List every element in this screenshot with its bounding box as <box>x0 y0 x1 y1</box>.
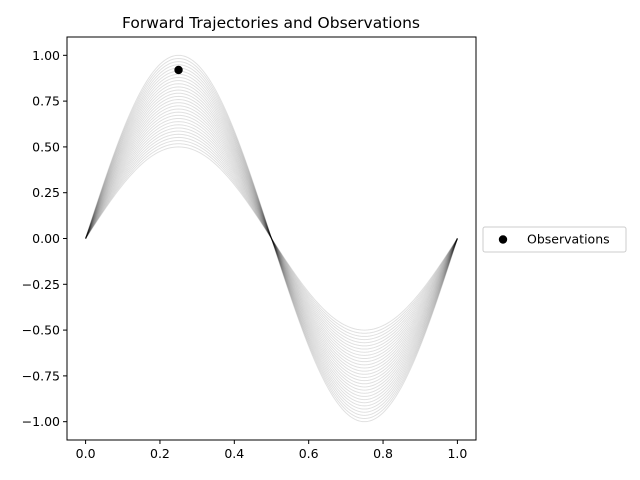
trajectory-line <box>85 99 458 378</box>
x-tick-label: 0.8 <box>373 446 393 461</box>
x-tick-label: 0.0 <box>76 446 96 461</box>
trajectory-line <box>85 111 458 366</box>
trajectory-line <box>85 70 458 407</box>
chart-title: Forward Trajectories and Observations <box>122 14 420 32</box>
y-tick-label: −0.75 <box>22 368 60 383</box>
trajectory-line <box>85 67 458 410</box>
legend-label-observations: Observations <box>527 232 610 247</box>
x-axis: 0.0 0.2 0.4 0.6 0.8 1.0 <box>76 440 467 461</box>
y-tick-label: 0.50 <box>32 139 60 154</box>
trajectory-line <box>85 108 458 369</box>
legend-marker-observations <box>498 235 508 244</box>
y-tick-label: −0.25 <box>22 277 60 292</box>
trajectory-line <box>85 86 458 391</box>
trajectory-line <box>85 114 458 363</box>
observation-points <box>174 65 183 75</box>
trajectory-line <box>85 130 458 347</box>
y-tick-label: 0.00 <box>32 231 60 246</box>
legend: Observations <box>482 226 627 253</box>
y-tick-label: 0.75 <box>32 94 60 109</box>
trajectory-line <box>85 105 458 372</box>
x-tick-label: 0.6 <box>299 446 319 461</box>
x-tick-label: 0.4 <box>224 446 244 461</box>
trajectory-line <box>85 95 458 382</box>
trajectory-line <box>85 136 458 341</box>
trajectory-line <box>85 92 458 385</box>
trajectory-line <box>85 64 458 413</box>
trajectory-line <box>85 89 458 388</box>
trajectory-line <box>85 117 458 360</box>
trajectory-group <box>85 54 458 423</box>
trajectory-line <box>85 76 458 401</box>
trajectory-line <box>85 102 458 375</box>
trajectory-line <box>85 61 458 416</box>
trajectory-line <box>85 83 458 394</box>
trajectory-line <box>85 133 458 344</box>
trajectory-line <box>85 73 458 404</box>
trajectory-line <box>85 140 458 337</box>
legend-box <box>482 226 627 253</box>
trajectory-line <box>85 124 458 353</box>
trajectory-line <box>85 57 458 420</box>
trajectory-line <box>85 80 458 397</box>
trajectory-line <box>85 143 458 334</box>
y-tick-label: 0.25 <box>32 185 60 200</box>
observation-point <box>174 65 183 75</box>
trajectory-line <box>85 54 458 423</box>
y-tick-label: −0.50 <box>22 323 60 338</box>
x-tick-label: 1.0 <box>447 446 467 461</box>
y-tick-label: 1.00 <box>32 48 60 63</box>
trajectory-line <box>85 121 458 356</box>
trajectory-line <box>85 146 458 331</box>
y-tick-label: −1.00 <box>22 414 60 429</box>
trajectory-line <box>85 127 458 350</box>
y-axis: 1.00 0.75 0.50 0.25 0.00 −0.25 −0.50 −0.75 −1.00 <box>22 48 67 429</box>
x-tick-label: 0.2 <box>150 446 170 461</box>
